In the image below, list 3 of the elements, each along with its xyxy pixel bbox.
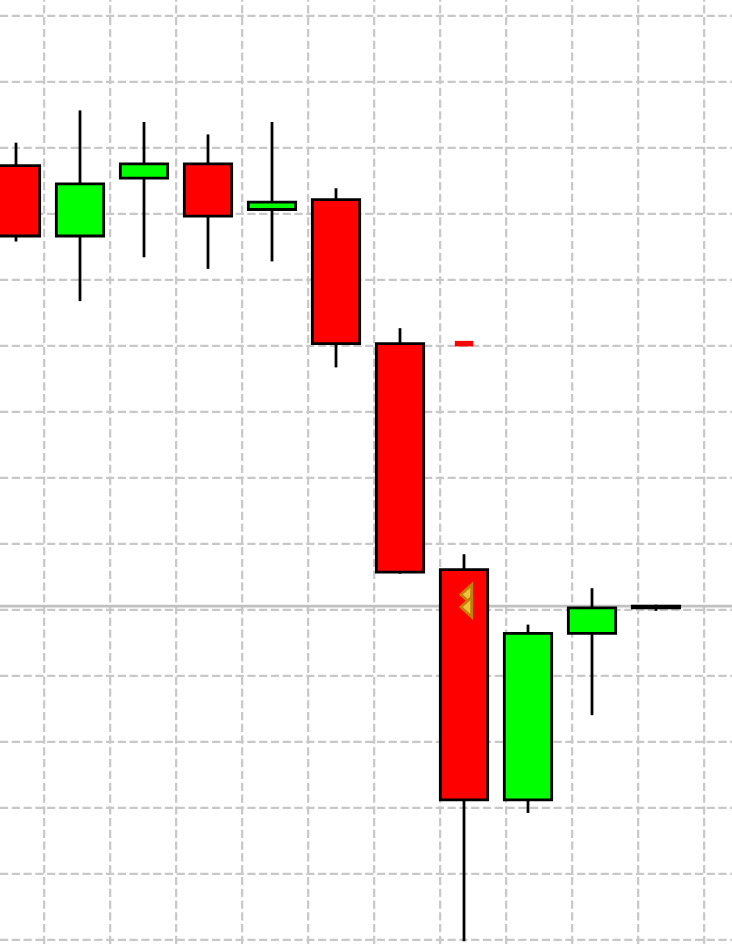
candlestick <box>246 121 298 262</box>
candlestick <box>118 121 170 258</box>
candlestick <box>566 588 618 716</box>
